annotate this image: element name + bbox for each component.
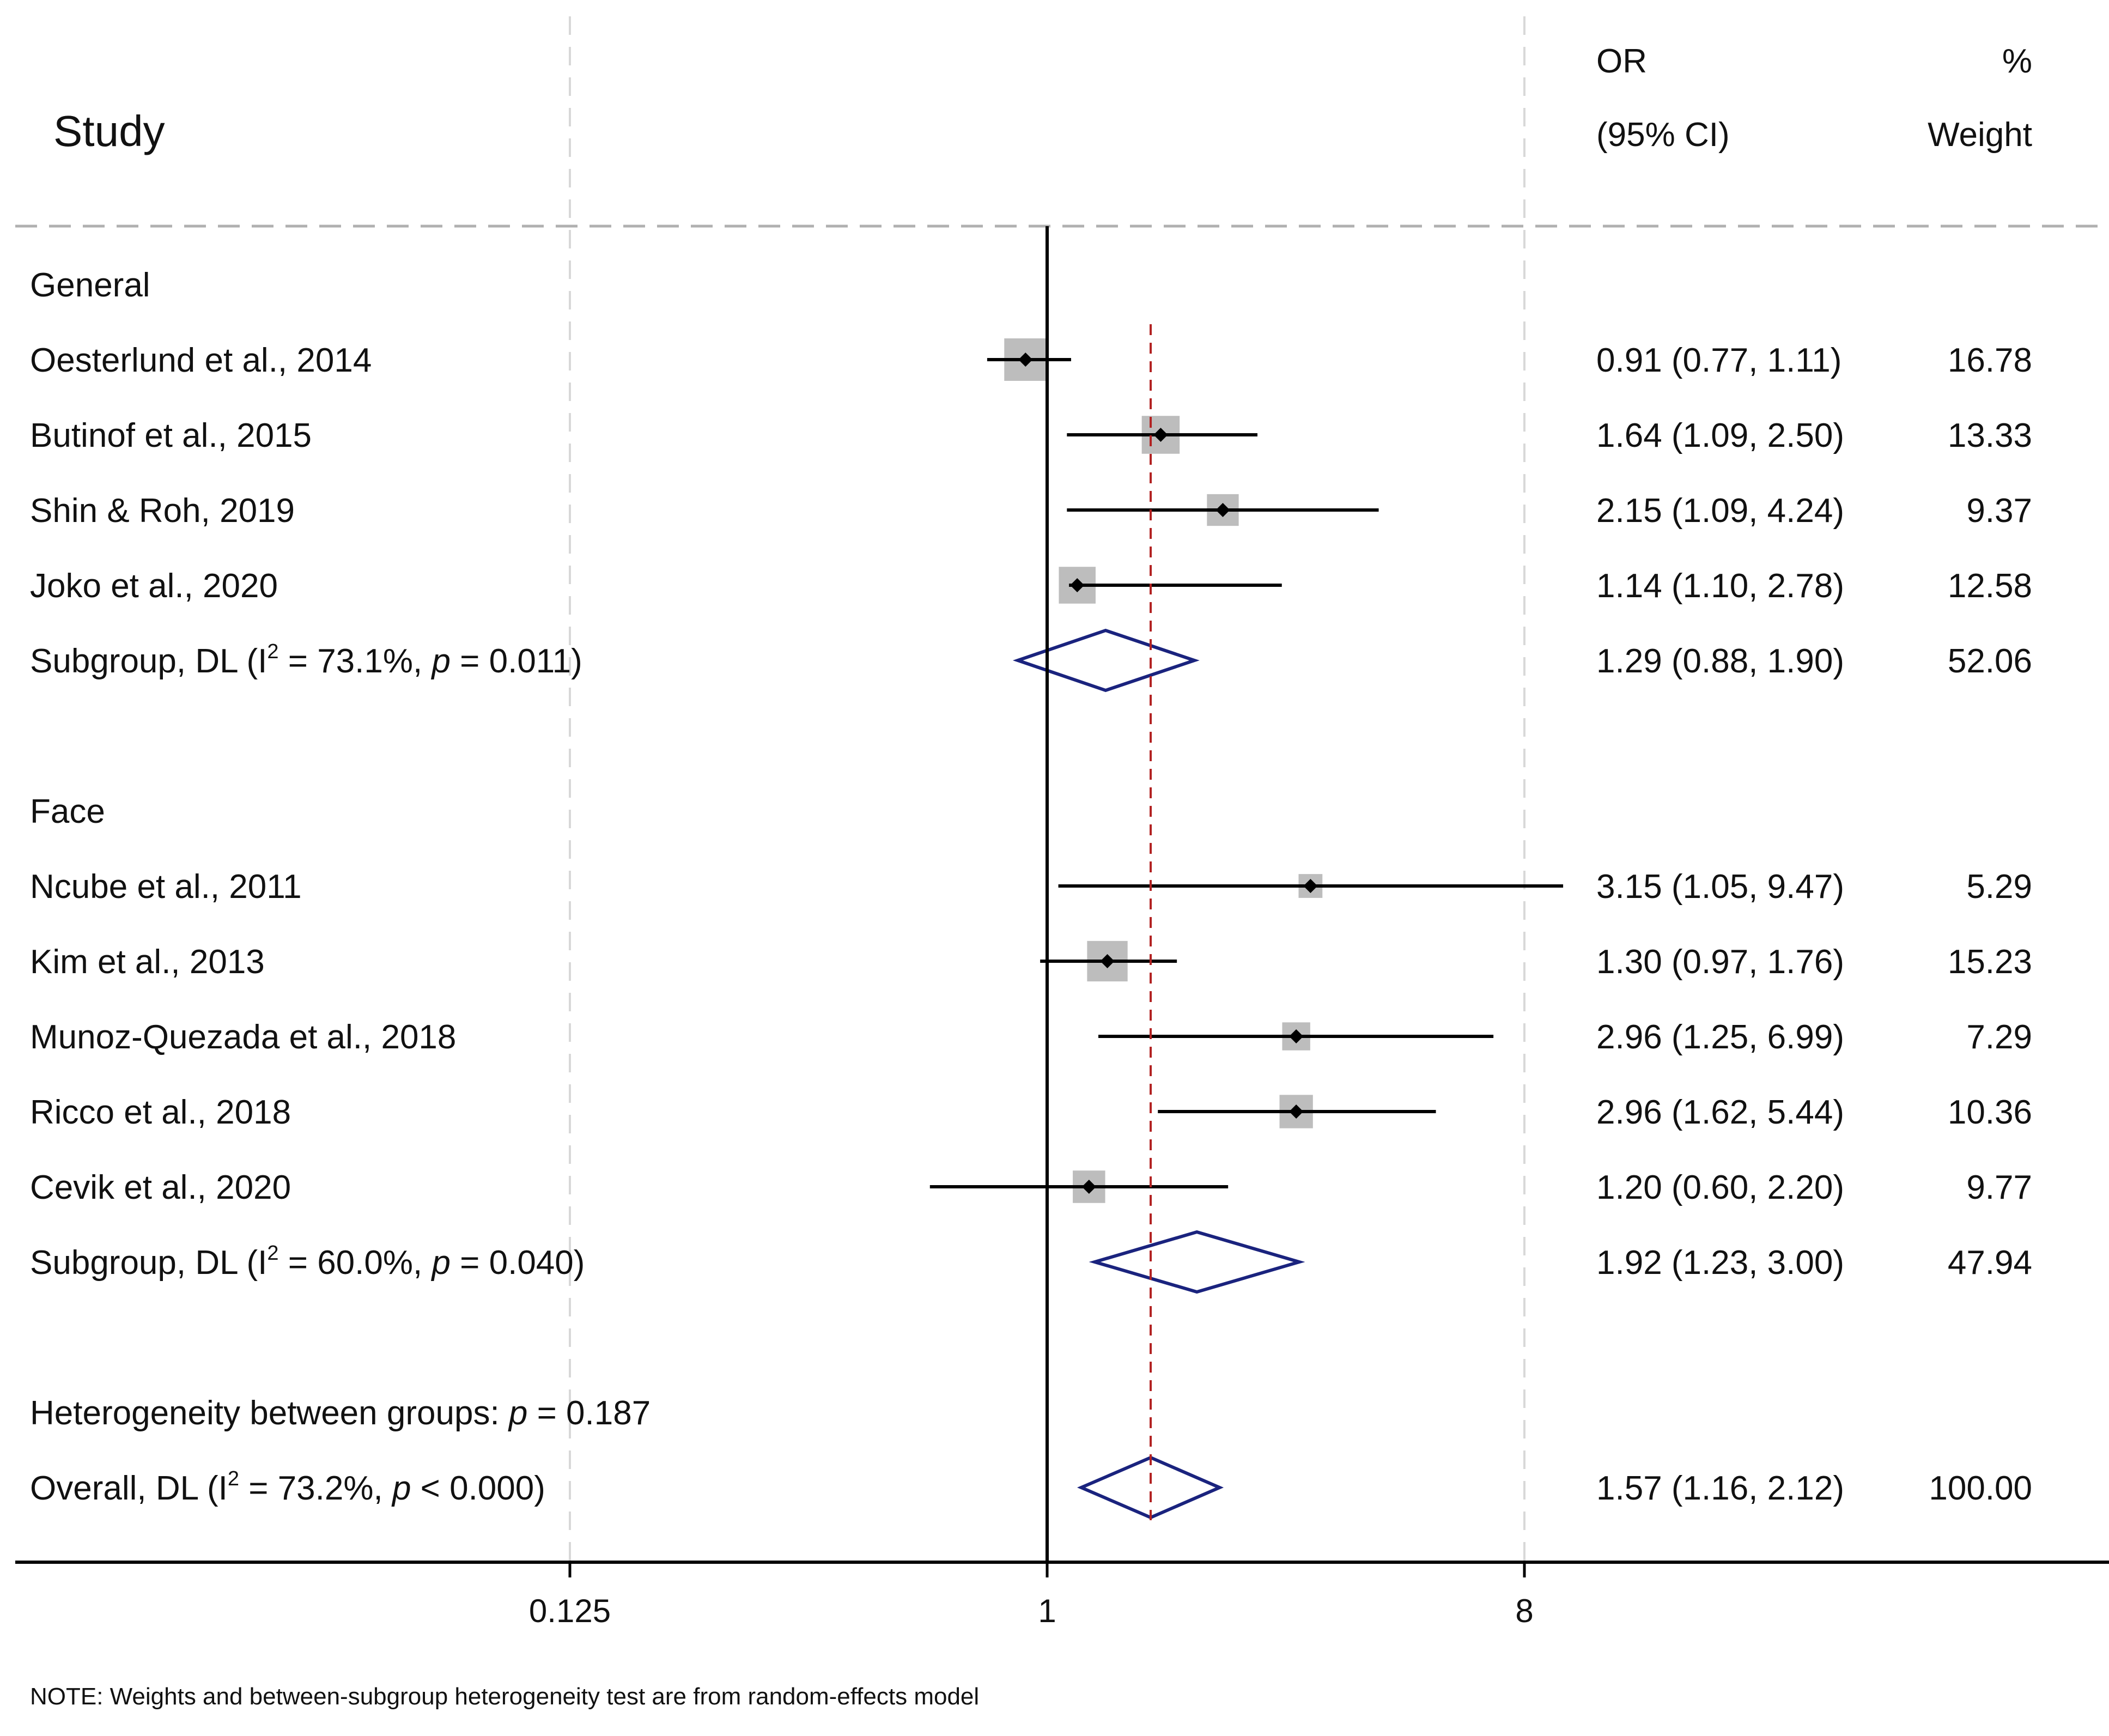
study-label-g0-s0: Oesterlund et al., 2014 — [30, 342, 372, 379]
point-estimate-g1-s0 — [1303, 879, 1318, 893]
study-ci-g1-s4: 1.20 (0.60, 2.20) — [1596, 1169, 1844, 1206]
study-ci-g0-s0: 0.91 (0.77, 1.11) — [1596, 342, 1841, 379]
overall-diamond — [1077, 1455, 1224, 1520]
point-estimate-g1-s1 — [1100, 954, 1115, 968]
study-weight-g0-s0: 16.78 — [1948, 342, 2032, 379]
study-weight-g1-s3: 10.36 — [1948, 1094, 2032, 1131]
point-estimate-g0-s2 — [1215, 503, 1230, 517]
point-estimate-g1-s4 — [1081, 1180, 1096, 1194]
subgroup-diamond-1 — [1089, 1230, 1305, 1294]
x-tick-label-1: 1 — [1038, 1593, 1056, 1629]
study-label-g1-s3: Ricco et al., 2018 — [30, 1094, 291, 1131]
study-label-g0-s1: Butinof et al., 2015 — [30, 417, 312, 454]
study-weight-g0-s3: 12.58 — [1948, 567, 2032, 605]
subgroup-weight-1: 47.94 — [1948, 1244, 2032, 1282]
study-ci-g0-s3: 1.14 (1.10, 2.78) — [1596, 567, 1844, 605]
subgroup-ci-0: 1.29 (0.88, 1.90) — [1596, 642, 1844, 680]
study-label-g1-s2: Munoz-Quezada et al., 2018 — [30, 1018, 456, 1056]
study-ci-g0-s1: 1.64 (1.09, 2.50) — [1596, 417, 1844, 454]
x-tick-label-0: 0.125 — [529, 1593, 611, 1629]
study-ci-g1-s3: 2.96 (1.62, 5.44) — [1596, 1094, 1844, 1131]
study-column-header: Study — [53, 107, 165, 155]
weight-percent-header: % — [2002, 43, 2032, 80]
overall-weight: 100.00 — [1929, 1470, 2032, 1507]
study-weight-g1-s0: 5.29 — [1966, 868, 2032, 906]
x-tick-label-2: 8 — [1515, 1593, 1533, 1629]
study-weight-g1-s4: 9.77 — [1966, 1169, 2032, 1206]
study-label-g0-s3: Joko et al., 2020 — [30, 567, 278, 605]
study-ci-g1-s2: 2.96 (1.25, 6.99) — [1596, 1018, 1844, 1056]
heterogeneity-label: Heterogeneity between groups: p = 0.187 — [30, 1394, 651, 1432]
study-label-g1-s4: Cevik et al., 2020 — [30, 1169, 291, 1206]
subgroup-label-1: Subgroup, DL (I2 = 60.0%, p = 0.040) — [30, 1242, 585, 1282]
group-heading-general: General — [30, 266, 150, 304]
ci-column-header: (95% CI) — [1596, 116, 1730, 154]
study-label-g1-s0: Ncube et al., 2011 — [30, 868, 302, 906]
point-estimate-g1-s3 — [1289, 1104, 1304, 1119]
point-estimate-g0-s0 — [1018, 353, 1033, 367]
subgroup-ci-1: 1.92 (1.23, 3.00) — [1596, 1244, 1844, 1282]
overall-label: Overall, DL (I2 = 73.2%, p < 0.000) — [30, 1467, 545, 1507]
footnote: NOTE: Weights and between-subgroup heter… — [30, 1683, 979, 1710]
study-weight-g1-s1: 15.23 — [1948, 943, 2032, 981]
weight-column-header: Weight — [1928, 116, 2032, 154]
subgroup-label-0: Subgroup, DL (I2 = 73.1%, p = 0.011) — [30, 640, 582, 680]
subgroup-diamond-0 — [1012, 628, 1200, 693]
point-estimate-g0-s3 — [1070, 578, 1085, 592]
study-ci-g1-s1: 1.30 (0.97, 1.76) — [1596, 943, 1844, 981]
point-estimate-g0-s1 — [1153, 428, 1168, 442]
study-label-g1-s1: Kim et al., 2013 — [30, 943, 265, 981]
or-column-header: OR — [1596, 43, 1647, 80]
subgroup-weight-0: 52.06 — [1948, 642, 2032, 680]
study-weight-g1-s2: 7.29 — [1966, 1018, 2032, 1056]
study-label-g0-s2: Shin & Roh, 2019 — [30, 492, 295, 530]
study-weight-g0-s1: 13.33 — [1948, 417, 2032, 454]
point-estimate-g1-s2 — [1289, 1029, 1304, 1043]
study-ci-g0-s2: 2.15 (1.09, 4.24) — [1596, 492, 1844, 530]
overall-ci: 1.57 (1.16, 2.12) — [1596, 1470, 1844, 1507]
study-weight-g0-s2: 9.37 — [1966, 492, 2032, 530]
group-heading-face: Face — [30, 793, 105, 830]
study-ci-g1-s0: 3.15 (1.05, 9.47) — [1596, 868, 1844, 906]
